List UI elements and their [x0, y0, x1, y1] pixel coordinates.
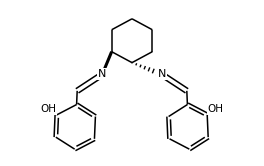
Text: N: N	[98, 69, 106, 79]
Text: OH: OH	[40, 104, 56, 114]
Text: N: N	[158, 69, 166, 79]
Text: OH: OH	[208, 104, 224, 114]
